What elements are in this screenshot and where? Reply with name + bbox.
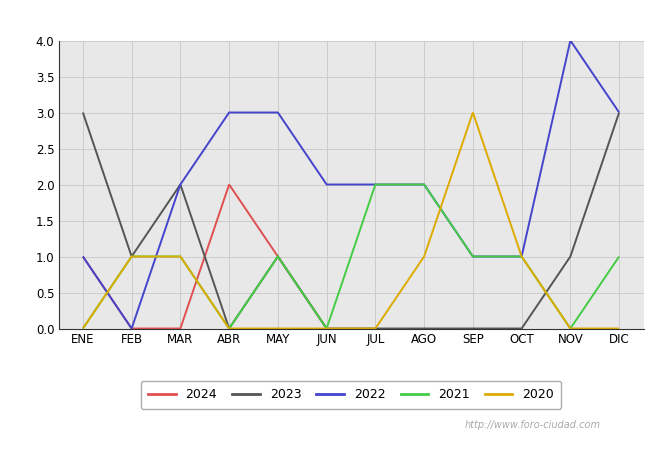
Text: http://www.foro-ciudad.com: http://www.foro-ciudad.com xyxy=(465,420,601,430)
Legend: 2024, 2023, 2022, 2021, 2020: 2024, 2023, 2022, 2021, 2020 xyxy=(140,381,562,409)
Text: Matriculaciones de Vehiculos en Sardón de Duero: Matriculaciones de Vehiculos en Sardón d… xyxy=(126,12,524,27)
